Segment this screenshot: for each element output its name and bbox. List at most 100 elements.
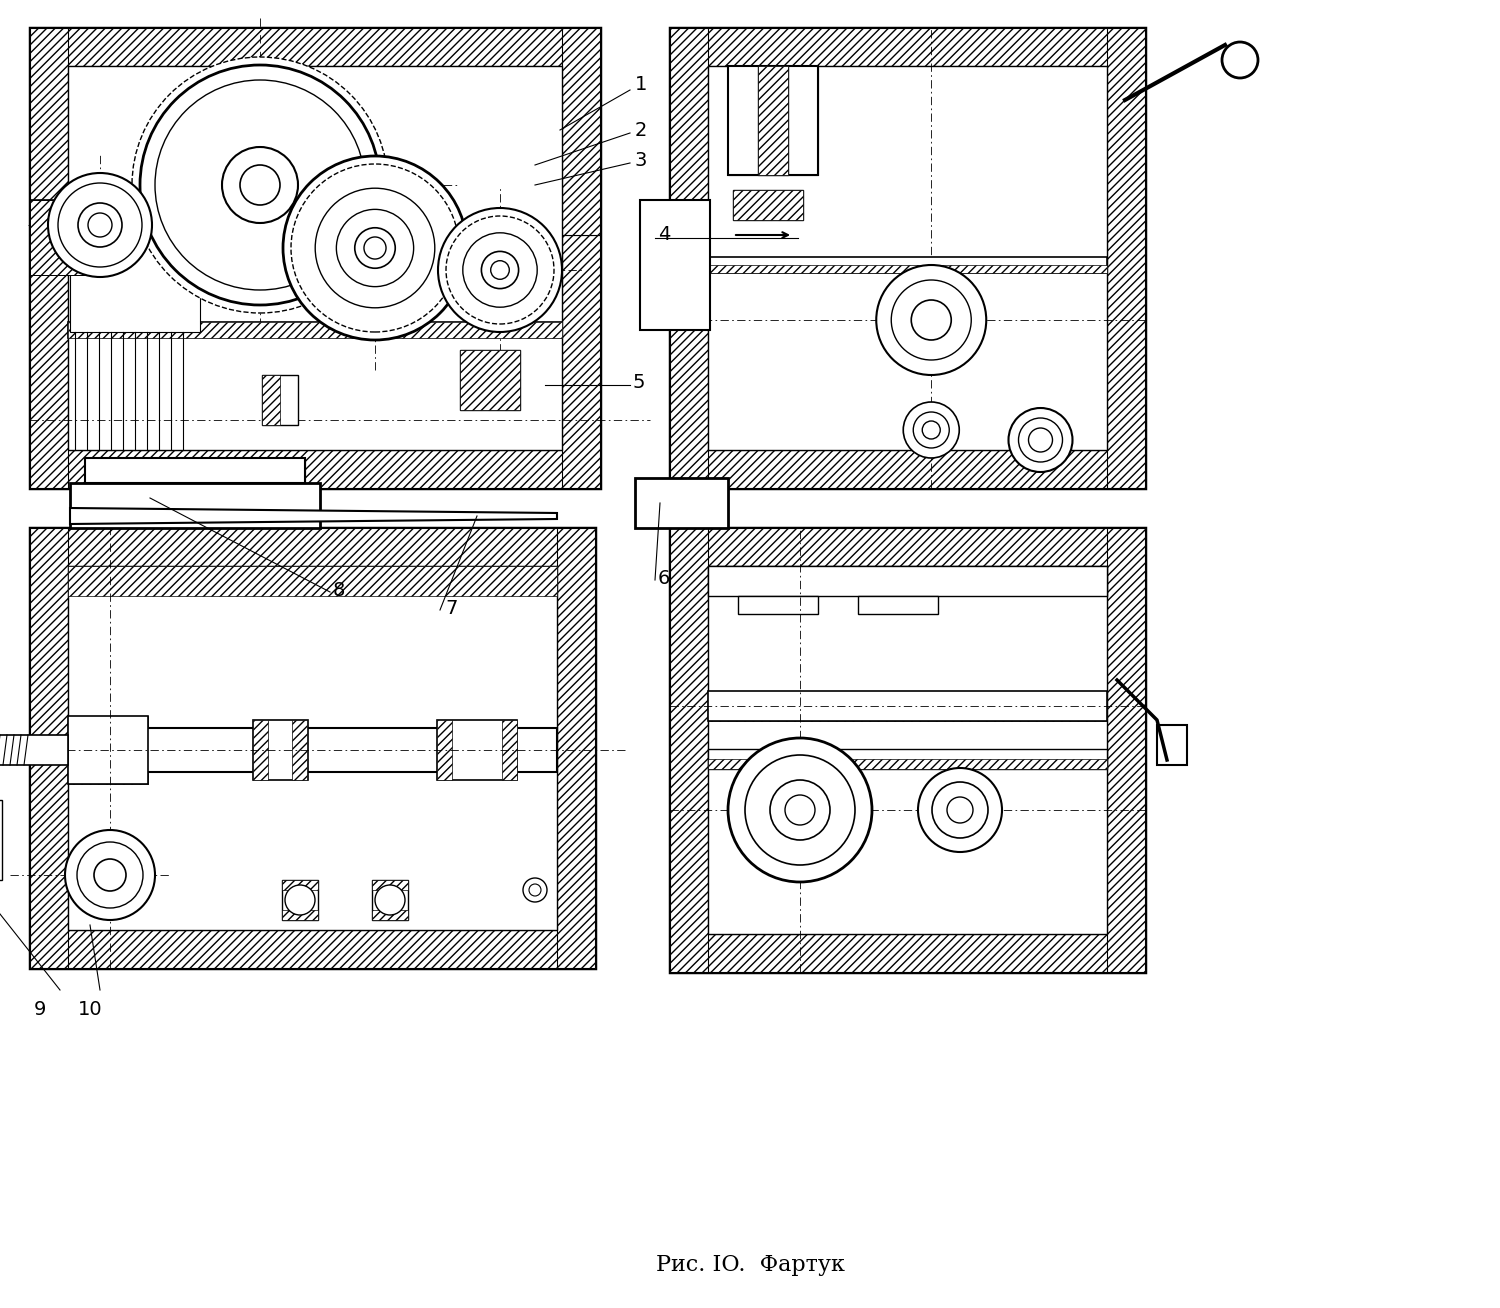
- Circle shape: [746, 755, 855, 865]
- Bar: [728, 65, 758, 175]
- Circle shape: [88, 213, 112, 237]
- Circle shape: [336, 209, 414, 286]
- Bar: [1107, 27, 1144, 488]
- Circle shape: [78, 203, 122, 247]
- Circle shape: [770, 780, 830, 840]
- Text: 2: 2: [634, 120, 648, 140]
- Bar: [738, 596, 818, 613]
- Bar: [248, 146, 272, 167]
- Bar: [30, 528, 68, 968]
- Bar: [262, 375, 280, 425]
- Bar: [460, 351, 520, 409]
- Circle shape: [58, 183, 142, 267]
- Bar: [68, 566, 556, 930]
- Circle shape: [76, 842, 142, 908]
- Bar: [254, 719, 268, 780]
- Bar: [90, 729, 556, 772]
- Bar: [670, 934, 1144, 972]
- Bar: [1156, 725, 1186, 765]
- Bar: [30, 450, 600, 488]
- Circle shape: [94, 859, 126, 891]
- Circle shape: [291, 164, 459, 332]
- Bar: [30, 27, 600, 65]
- Circle shape: [464, 233, 537, 307]
- Text: 5: 5: [632, 373, 645, 391]
- Bar: [0, 735, 68, 765]
- Bar: [503, 719, 518, 780]
- Circle shape: [946, 797, 974, 823]
- Bar: [254, 719, 308, 780]
- Circle shape: [222, 146, 298, 222]
- Bar: [372, 880, 408, 920]
- Bar: [94, 869, 126, 882]
- Bar: [70, 483, 320, 528]
- Bar: [30, 528, 596, 968]
- Bar: [70, 483, 320, 528]
- Circle shape: [1019, 419, 1062, 462]
- Bar: [670, 27, 1144, 65]
- Bar: [86, 458, 304, 483]
- Bar: [670, 528, 1144, 566]
- Circle shape: [932, 782, 988, 838]
- Bar: [282, 880, 318, 889]
- Circle shape: [446, 216, 554, 324]
- Bar: [734, 190, 802, 220]
- Bar: [68, 322, 562, 337]
- Bar: [556, 528, 596, 968]
- Bar: [86, 458, 304, 483]
- Bar: [364, 212, 386, 230]
- Bar: [68, 322, 562, 337]
- Circle shape: [482, 251, 519, 289]
- Bar: [670, 27, 1144, 488]
- Bar: [634, 477, 728, 528]
- Circle shape: [784, 795, 814, 825]
- Bar: [282, 910, 318, 920]
- Bar: [68, 772, 148, 783]
- Circle shape: [154, 80, 364, 290]
- Circle shape: [490, 260, 510, 280]
- Circle shape: [914, 412, 950, 449]
- Bar: [758, 65, 788, 175]
- Circle shape: [315, 188, 435, 307]
- Circle shape: [240, 165, 280, 205]
- Bar: [670, 27, 708, 488]
- Bar: [364, 212, 386, 230]
- Bar: [460, 351, 520, 409]
- Bar: [88, 218, 112, 232]
- Bar: [282, 880, 318, 920]
- Bar: [708, 566, 1107, 934]
- Circle shape: [132, 58, 388, 313]
- Bar: [708, 759, 1107, 769]
- Circle shape: [364, 237, 386, 259]
- Bar: [708, 749, 1107, 769]
- Bar: [248, 146, 272, 167]
- Bar: [708, 65, 1107, 450]
- Circle shape: [728, 738, 872, 882]
- Bar: [0, 800, 2, 880]
- Circle shape: [891, 280, 972, 360]
- Bar: [68, 65, 562, 450]
- Bar: [784, 803, 814, 818]
- Text: 10: 10: [78, 1001, 102, 1019]
- Bar: [372, 910, 408, 920]
- Bar: [68, 566, 556, 596]
- Bar: [640, 200, 710, 330]
- Bar: [240, 177, 280, 194]
- Circle shape: [356, 228, 395, 268]
- Circle shape: [140, 65, 380, 305]
- Circle shape: [903, 402, 960, 458]
- Text: 4: 4: [658, 225, 670, 245]
- Text: 1: 1: [634, 76, 648, 94]
- Bar: [68, 715, 148, 729]
- Bar: [372, 880, 408, 889]
- Bar: [708, 691, 1107, 721]
- Bar: [734, 190, 802, 220]
- Bar: [708, 691, 1107, 721]
- Bar: [788, 65, 818, 175]
- Circle shape: [1029, 428, 1053, 453]
- Circle shape: [530, 884, 542, 896]
- Circle shape: [64, 831, 154, 920]
- Bar: [640, 200, 710, 330]
- Bar: [708, 566, 1107, 596]
- Bar: [30, 930, 596, 968]
